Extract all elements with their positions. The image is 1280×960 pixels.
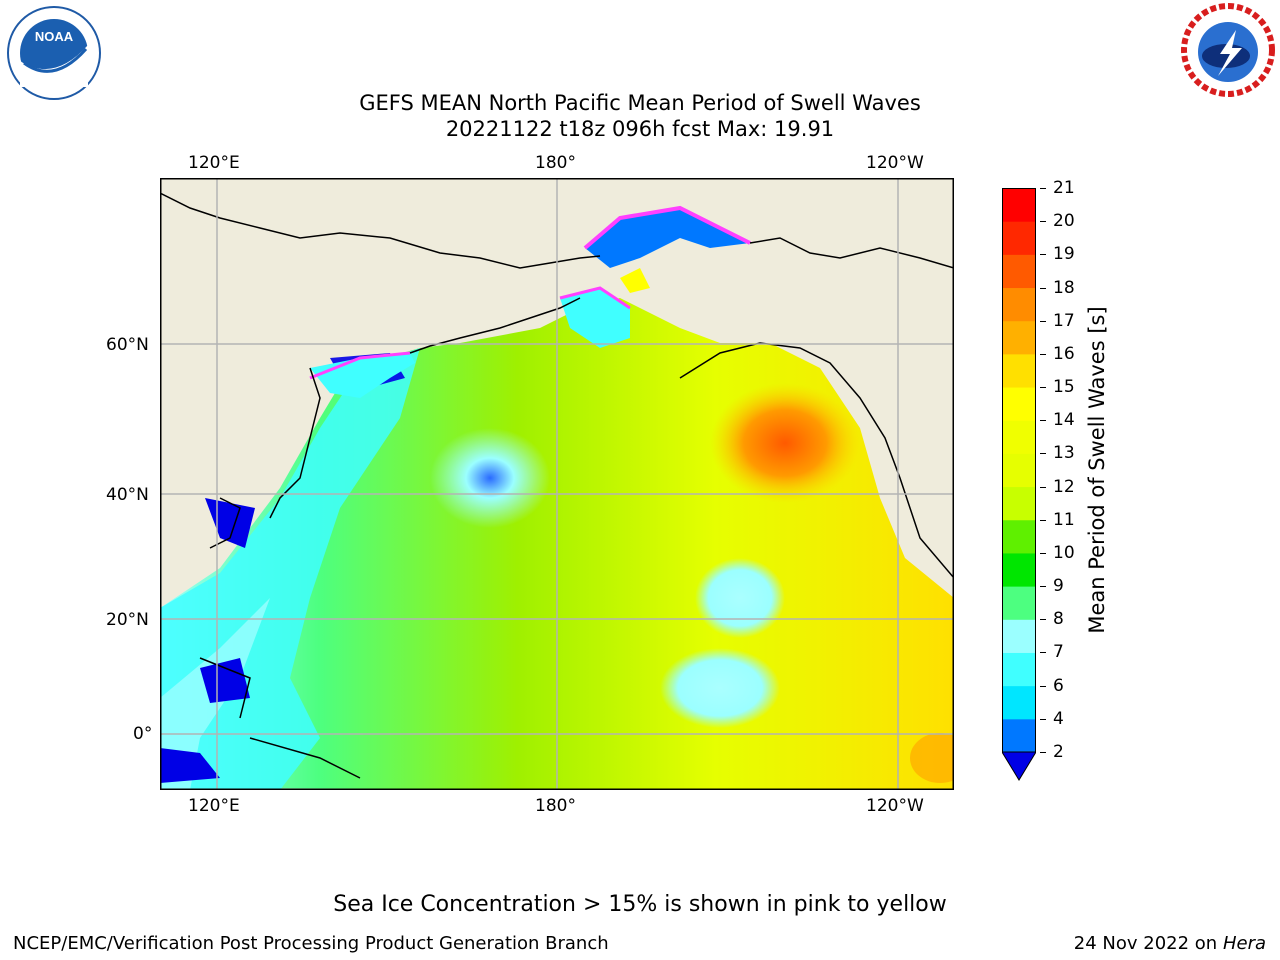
colorbar-tick-mark bbox=[1040, 718, 1046, 720]
colorbar-tick-label: 20 bbox=[1053, 211, 1075, 232]
colorbar-tick-label: 10 bbox=[1053, 542, 1075, 563]
colorbar-tick-label: 11 bbox=[1053, 509, 1075, 530]
colorbar-tick-mark bbox=[1040, 752, 1046, 753]
colorbar-swatch bbox=[1002, 320, 1036, 355]
colorbar-swatch bbox=[1002, 221, 1036, 255]
colorbar-tick-label: 19 bbox=[1053, 244, 1075, 265]
colorbar-tick-label: 2 bbox=[1053, 742, 1064, 762]
lon-label-120w-bottom: 120°W bbox=[866, 796, 924, 816]
colorbar-swatch bbox=[1002, 718, 1036, 753]
colorbar-tick-mark bbox=[1040, 519, 1046, 521]
colorbar-tick-label: 18 bbox=[1053, 277, 1075, 298]
colorbar-swatch bbox=[1002, 586, 1036, 620]
colorbar-swatch bbox=[1002, 254, 1036, 289]
noaa-logo: NOAA bbox=[6, 5, 102, 101]
colorbar-tick-label: 13 bbox=[1053, 443, 1075, 464]
colorbar-swatch bbox=[1002, 420, 1036, 454]
colorbar-tick-mark bbox=[1040, 486, 1046, 488]
lon-label-180-bottom: 180° bbox=[535, 796, 576, 816]
colorbar-tick-mark bbox=[1040, 254, 1046, 256]
colorbar-tick-label: 15 bbox=[1053, 377, 1075, 398]
colorbar-border bbox=[1002, 188, 1036, 753]
colorbar-tick-mark bbox=[1040, 552, 1046, 554]
sea-ice-note: Sea Ice Concentration > 15% is shown in … bbox=[333, 892, 947, 917]
colorbar-tick-mark bbox=[1040, 420, 1046, 422]
colorbar-label: Mean Period of Swell Waves [s] bbox=[1085, 306, 1109, 634]
colorbar-tick-mark bbox=[1040, 188, 1046, 189]
lat-label-60n: 60°N bbox=[106, 335, 149, 355]
colorbar-tick-label: 6 bbox=[1053, 675, 1064, 696]
colorbar-swatch bbox=[1002, 519, 1036, 554]
colorbar-tick-label: 7 bbox=[1053, 642, 1064, 663]
lon-label-180-top: 180° bbox=[535, 153, 576, 173]
lon-label-120e-bottom: 120°E bbox=[188, 796, 240, 816]
colorbar-tick-label: 14 bbox=[1053, 410, 1075, 431]
colorbar-tick-label: 21 bbox=[1053, 178, 1075, 198]
svg-text:NOAA: NOAA bbox=[35, 29, 74, 44]
lon-label-120e-top: 120°E bbox=[188, 153, 240, 173]
colorbar-swatch bbox=[1002, 486, 1036, 521]
colorbar-tick-mark bbox=[1040, 353, 1046, 355]
footer-credit: NCEP/EMC/Verification Post Processing Pr… bbox=[13, 933, 609, 954]
colorbar-extend-triangle bbox=[1001, 751, 1037, 781]
map-subtitle: 20221122 t18z 096h fcst Max: 19.91 bbox=[445, 117, 835, 141]
colorbar-tick-mark bbox=[1040, 221, 1046, 223]
colorbar bbox=[1001, 188, 1037, 782]
lon-label-120w-top: 120°W bbox=[866, 153, 924, 173]
footer-date: 24 Nov 2022 on Hera bbox=[1074, 933, 1266, 955]
map-panel bbox=[159, 178, 970, 790]
footer-date-text: 24 Nov 2022 on bbox=[1073, 933, 1218, 954]
colorbar-tick-mark bbox=[1040, 453, 1046, 455]
colorbar-tick-mark bbox=[1040, 287, 1046, 289]
footer-machine: Hera bbox=[1222, 933, 1266, 954]
colorbar-tick-label: 12 bbox=[1053, 476, 1075, 497]
colorbar-tick-mark bbox=[1040, 652, 1046, 654]
colorbar-swatch bbox=[1002, 287, 1036, 322]
swell-period-map bbox=[159, 178, 970, 790]
colorbar-tick-label: 9 bbox=[1053, 576, 1064, 597]
colorbar-tick-label: 16 bbox=[1053, 343, 1075, 364]
colorbar-swatch bbox=[1002, 685, 1036, 720]
lat-label-20n: 20°N bbox=[106, 610, 149, 630]
colorbar-tick-mark bbox=[1040, 387, 1046, 389]
colorbar-swatch bbox=[1002, 387, 1036, 421]
colorbar-tick-mark bbox=[1040, 586, 1046, 588]
colorbar-swatches bbox=[1001, 188, 1037, 781]
colorbar-swatch bbox=[1002, 188, 1036, 222]
colorbar-swatch bbox=[1002, 453, 1036, 488]
colorbar-tick-mark bbox=[1040, 619, 1046, 621]
map-title: GEFS MEAN North Pacific Mean Period of S… bbox=[359, 91, 921, 115]
colorbar-swatch bbox=[1002, 353, 1036, 388]
colorbar-tick-label: 8 bbox=[1053, 609, 1064, 630]
colorbar-swatch bbox=[1002, 552, 1036, 587]
colorbar-swatch bbox=[1002, 619, 1036, 653]
colorbar-swatch bbox=[1002, 652, 1036, 687]
colorbar-tick-label: 4 bbox=[1053, 708, 1064, 729]
colorbar-tick-label: 17 bbox=[1053, 310, 1075, 331]
lat-label-0: 0° bbox=[133, 724, 153, 744]
colorbar-tick-mark bbox=[1040, 685, 1046, 687]
colorbar-tick-mark bbox=[1040, 320, 1046, 322]
lat-label-40n: 40°N bbox=[106, 485, 149, 505]
nws-logo bbox=[1180, 2, 1276, 98]
